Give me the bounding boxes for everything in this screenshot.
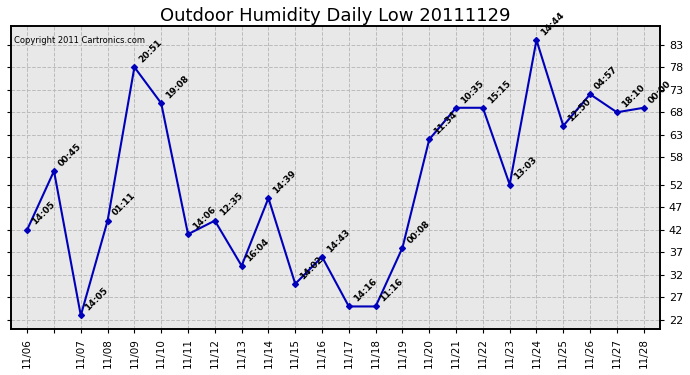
Text: 14:44: 14:44 <box>540 10 566 37</box>
Text: 14:39: 14:39 <box>271 168 298 195</box>
Text: 14:05: 14:05 <box>30 200 57 227</box>
Text: 14:16: 14:16 <box>352 277 378 304</box>
Text: 20:51: 20:51 <box>137 38 164 64</box>
Text: 00:00: 00:00 <box>647 79 673 105</box>
Text: 11:34: 11:34 <box>432 110 459 136</box>
Text: 14:02: 14:02 <box>298 255 324 281</box>
Text: 19:08: 19:08 <box>164 74 190 100</box>
Text: 12:35: 12:35 <box>217 191 244 218</box>
Text: 00:08: 00:08 <box>405 219 431 245</box>
Text: 04:57: 04:57 <box>593 65 620 92</box>
Text: 11:16: 11:16 <box>378 277 405 304</box>
Text: 12:50: 12:50 <box>566 96 593 123</box>
Text: 18:10: 18:10 <box>620 83 647 110</box>
Text: 15:15: 15:15 <box>486 78 512 105</box>
Text: 13:03: 13:03 <box>513 155 539 182</box>
Text: 01:11: 01:11 <box>110 191 137 218</box>
Text: 14:43: 14:43 <box>325 227 352 254</box>
Text: 00:45: 00:45 <box>57 142 83 168</box>
Text: Copyright 2011 Cartronics.com: Copyright 2011 Cartronics.com <box>14 36 146 45</box>
Text: 14:05: 14:05 <box>83 286 110 313</box>
Title: Outdoor Humidity Daily Low 20111129: Outdoor Humidity Daily Low 20111129 <box>160 7 511 25</box>
Text: 10:35: 10:35 <box>459 78 485 105</box>
Text: 16:04: 16:04 <box>244 236 271 263</box>
Text: 14:06: 14:06 <box>191 205 217 231</box>
